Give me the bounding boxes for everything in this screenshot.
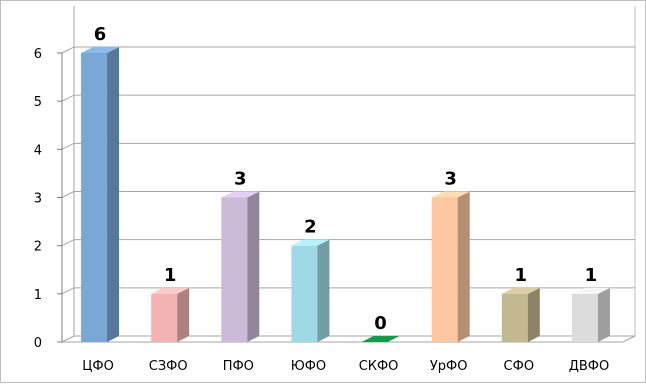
bar-7 <box>571 287 610 342</box>
data-label: 3 <box>444 169 457 190</box>
labels: 0 1 2 3 4 5 6 6 ЦФО 1 СЗФО 3 ПФО 2 ЮФО 0 СКФО 3 УрФО 1 СФО 1 Д… <box>34 24 609 374</box>
bar-5 <box>431 191 470 342</box>
bar-front <box>431 197 458 342</box>
bar-top <box>431 191 470 198</box>
bar-0 <box>81 47 120 342</box>
bar-front <box>501 293 528 342</box>
bar-top <box>151 287 190 294</box>
data-label: 1 <box>585 265 598 286</box>
x-tick-label: СЗФО <box>149 359 188 374</box>
bar-side <box>457 191 470 342</box>
bar-3 <box>291 239 330 342</box>
data-label: 1 <box>164 265 177 286</box>
y-tick-label: 3 <box>34 192 42 207</box>
gridline-diagonal <box>61 46 75 54</box>
bar-side <box>527 287 540 342</box>
data-label: 0 <box>374 313 387 334</box>
bar-front <box>81 53 108 342</box>
x-tick-label: УрФО <box>430 359 468 374</box>
bar-top <box>571 287 610 294</box>
y-tick-label: 1 <box>34 288 42 303</box>
bars <box>81 47 610 342</box>
bar-top <box>221 191 260 198</box>
y-tick-label: 2 <box>34 240 42 255</box>
data-label: 2 <box>304 217 317 238</box>
gridline-diagonal <box>61 239 75 247</box>
bar-1 <box>151 287 190 342</box>
floor-right-edge <box>622 335 636 343</box>
x-tick-label: СФО <box>504 359 535 374</box>
data-label: 3 <box>234 169 247 190</box>
gridline-diagonal <box>61 142 75 150</box>
y-tick-label: 5 <box>34 95 42 110</box>
x-tick-label: ЮФО <box>291 359 326 374</box>
bar-front <box>221 197 248 342</box>
bar-side <box>597 287 610 342</box>
bar-side <box>177 287 190 342</box>
bar-side <box>317 239 330 342</box>
bar-top <box>501 287 540 294</box>
bar-4 <box>361 336 400 342</box>
x-tick-label: ЦФО <box>82 359 114 374</box>
bar-side <box>247 191 260 342</box>
bar-front <box>291 245 318 342</box>
gridline-diagonal <box>61 191 75 198</box>
y-tick-label: 4 <box>34 143 42 158</box>
y-tick-label: 0 <box>34 336 42 351</box>
bar-front <box>151 293 178 342</box>
bar-top <box>291 239 330 246</box>
x-tick-label: СКФО <box>359 359 399 374</box>
gridline-diagonal <box>61 287 75 295</box>
gridline-diagonal <box>61 335 75 343</box>
bar-6 <box>501 287 540 342</box>
gridline-diagonal <box>61 94 75 102</box>
data-label: 1 <box>515 265 528 286</box>
bar-side <box>107 47 120 342</box>
bar-2 <box>221 191 260 342</box>
bar-flat <box>361 336 400 342</box>
data-label: 6 <box>94 24 107 45</box>
y-tick-label: 6 <box>34 47 42 62</box>
x-tick-label: ПФО <box>223 359 254 374</box>
bar-front <box>571 293 598 342</box>
bar-top <box>81 47 120 53</box>
x-tick-label: ДВФО <box>569 359 610 374</box>
